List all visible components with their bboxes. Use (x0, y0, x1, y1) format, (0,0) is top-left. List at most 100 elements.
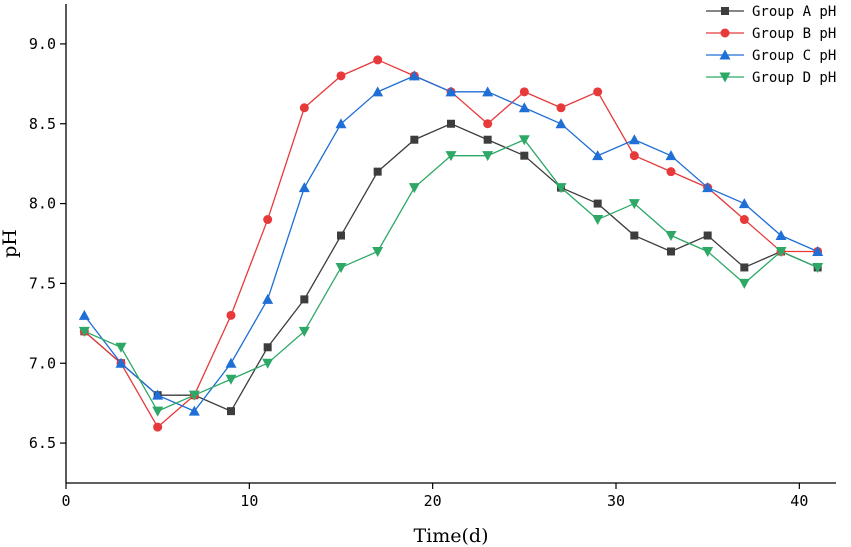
data-point-group-b-ph (299, 103, 309, 113)
data-point-group-d-ph (335, 262, 347, 273)
data-point-group-a-ph (227, 407, 235, 416)
data-point-group-c-ph (482, 86, 494, 97)
data-point-group-d-ph (775, 246, 787, 257)
data-point-group-c-ph (555, 118, 567, 129)
legend-label: Group B pH (752, 26, 836, 42)
data-point-group-a-ph (630, 231, 639, 240)
data-point-group-b-ph (519, 87, 529, 97)
data-point-group-c-ph (592, 150, 604, 161)
data-point-group-c-ph (812, 245, 824, 256)
data-point-group-c-ph (445, 86, 457, 97)
data-point-group-a-ph (300, 295, 309, 304)
y-tick-label: 7.0 (29, 354, 56, 372)
data-point-group-d-ph (445, 151, 457, 162)
legend-item: Group C pH (706, 48, 836, 64)
series-group-c-ph (78, 70, 824, 416)
data-point-group-c-ph (78, 309, 90, 320)
data-point-group-d-ph (592, 215, 604, 226)
legend-item: Group B pH (706, 26, 836, 42)
series-group-a-ph (80, 119, 822, 416)
data-point-group-a-ph (740, 263, 749, 272)
data-point-group-c-ph (188, 405, 200, 416)
data-point-group-d-ph (262, 358, 274, 369)
legend-label: Group D pH (752, 70, 836, 86)
legend-marker (719, 72, 731, 83)
series-group-b-ph (79, 55, 823, 432)
data-point-group-c-ph (115, 357, 127, 368)
axes (65, 4, 836, 484)
x-axis-title: Time(d) (414, 525, 489, 547)
data-point-group-b-ph (373, 55, 383, 65)
data-point-group-c-ph (628, 134, 640, 145)
data-point-group-c-ph (775, 230, 787, 241)
data-point-group-d-ph (408, 183, 420, 194)
y-ticks: 6.5 7.0 7.5 8.0 8.5 9.0 (29, 35, 66, 452)
data-point-group-c-ph (335, 118, 347, 129)
data-point-group-c-ph (298, 182, 310, 193)
data-point-group-a-ph (703, 231, 712, 240)
data-point-group-d-ph (115, 342, 127, 353)
data-point-group-c-ph (152, 389, 164, 400)
data-point-group-c-ph (408, 70, 420, 81)
data-point-group-c-ph (665, 150, 677, 161)
data-point-group-d-ph (188, 390, 200, 401)
data-point-group-b-ph (226, 310, 236, 320)
data-point-group-d-ph (665, 231, 677, 242)
y-tick-label: 8.5 (29, 115, 56, 133)
data-point-group-b-ph (153, 422, 163, 432)
data-point-group-c-ph (372, 86, 384, 97)
data-point-group-a-ph (483, 135, 492, 144)
x-ticks: 0 10 20 30 40 (61, 483, 808, 510)
x-tick-label: 0 (61, 492, 70, 510)
data-point-group-a-ph (593, 199, 602, 208)
data-point-group-a-ph (337, 231, 345, 240)
y-axis-title: pH (0, 229, 21, 258)
data-point-group-b-ph (666, 167, 676, 177)
data-point-group-d-ph (812, 262, 824, 273)
data-point-group-d-ph (372, 246, 384, 257)
data-point-group-b-ph (336, 71, 346, 81)
data-point-group-d-ph (298, 326, 310, 337)
data-point-group-c-ph (738, 198, 750, 209)
data-point-group-c-ph (518, 102, 530, 113)
y-tick-label: 9.0 (29, 35, 56, 53)
data-point-group-a-ph (520, 151, 529, 160)
data-point-group-b-ph (629, 151, 639, 161)
legend-marker (721, 7, 729, 15)
y-tick-label: 8.0 (29, 195, 56, 213)
data-point-group-d-ph (152, 406, 164, 417)
series-line-group-b-ph (83, 59, 818, 429)
data-point-group-d-ph (482, 151, 494, 162)
data-point-group-b-ph (739, 215, 749, 225)
data-point-group-d-ph (702, 246, 714, 257)
data-point-group-b-ph (483, 119, 493, 129)
legend-item: Group A pH (706, 4, 836, 20)
data-point-group-c-ph (225, 357, 237, 368)
legend-marker (720, 28, 730, 38)
x-tick-label: 40 (790, 492, 808, 510)
legend-label: Group C pH (752, 48, 836, 64)
series-line-group-d-ph (84, 138, 818, 412)
data-point-group-d-ph (518, 135, 530, 146)
x-tick-label: 10 (240, 492, 258, 510)
data-point-group-a-ph (263, 343, 272, 352)
data-point-group-b-ph (593, 87, 603, 97)
data-point-group-d-ph (738, 278, 750, 289)
data-point-group-d-ph (628, 199, 640, 210)
series-group-d-ph (78, 135, 824, 417)
legend-item: Group D pH (706, 70, 836, 86)
series-line-group-a-ph (83, 123, 818, 412)
data-point-group-b-ph (556, 103, 566, 113)
x-tick-label: 30 (607, 492, 625, 510)
y-tick-label: 7.5 (29, 274, 56, 292)
data-point-group-d-ph (225, 374, 237, 385)
legend-label: Group A pH (752, 4, 836, 20)
legend: Group A pH Group B pH Group C pH Group D pH (706, 4, 836, 86)
data-point-group-a-ph (373, 167, 382, 176)
data-point-group-a-ph (410, 135, 419, 144)
y-tick-label: 6.5 (29, 434, 56, 452)
data-point-group-b-ph (263, 215, 273, 225)
legend-marker (719, 49, 731, 60)
data-point-group-a-ph (667, 247, 675, 256)
